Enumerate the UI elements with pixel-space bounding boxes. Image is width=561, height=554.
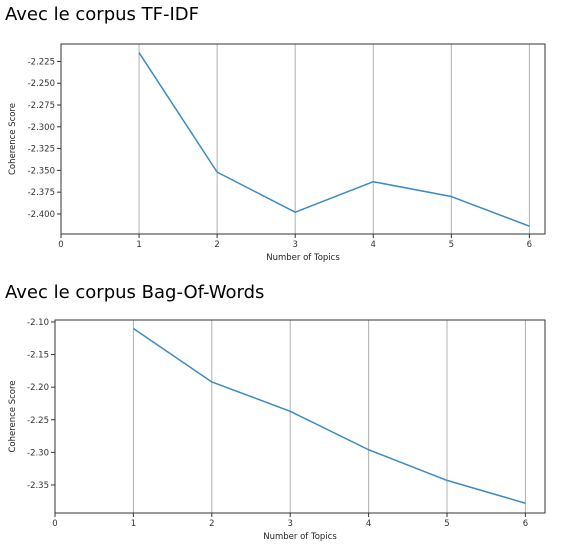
bow-ytick-label-4: -2.30	[27, 448, 49, 458]
tfidf-ytick-label-3: -2.300	[28, 123, 55, 133]
bow-xtick-label-0: 0	[52, 519, 57, 529]
bow-xtick-label-2: 2	[209, 519, 214, 529]
tfidf-ytick-label-4: -2.325	[28, 145, 55, 155]
tfidf-axes-frame	[60, 43, 546, 235]
bow-y-axis-label: Coherence Score	[8, 380, 18, 452]
bow-series-line-0	[132, 327, 526, 504]
tfidf-xtick-label-3: 3	[292, 240, 297, 250]
bow-ytick-label-3: -2.25	[27, 416, 49, 426]
tfidf-ytick-label-2: -2.275	[28, 101, 55, 111]
tfidf-y-axis-label: Coherence Score	[8, 103, 18, 175]
bow-axes-frame	[54, 319, 546, 514]
bow-coherence-chart: 0 1 2 3 4 5 6 -2.10 -2.15 -2.20 -2.25 -2.30 -2.35 Num…	[8, 318, 546, 542]
tfidf-ytick-label-5: -2.350	[28, 166, 55, 176]
bow-x-axis-label: Number of Topics	[263, 532, 337, 542]
tfidf-x-axis-label: Number of Topics	[266, 253, 340, 263]
tfidf-series-line-0	[138, 52, 530, 227]
bow-ytick-label-2: -2.20	[27, 383, 49, 393]
bow-xtick-label-1: 1	[131, 519, 136, 529]
heading-tfidf: Avec le corpus TF-IDF	[5, 4, 200, 25]
bow-ytick-label-5: -2.35	[27, 481, 49, 491]
bow-xtick-label-6: 6	[523, 519, 528, 529]
tfidf-coherence-chart: 0 1 2 3 4 5 6 -2.225 -2.250 -2.275 -2.300 -2.325 -2.…	[8, 43, 546, 263]
bow-ytick-label-1: -2.15	[27, 351, 49, 361]
tfidf-xtick-label-4: 4	[371, 240, 376, 250]
tfidf-ytick-label-6: -2.375	[28, 188, 55, 198]
bow-xtick-label-5: 5	[444, 519, 449, 529]
tfidf-xtick-label-6: 6	[527, 240, 532, 250]
bow-xtick-label-4: 4	[366, 519, 371, 529]
tfidf-xtick-label-5: 5	[449, 240, 454, 250]
bow-ytick-label-0: -2.10	[27, 318, 49, 328]
tfidf-xtick-label-1: 1	[136, 240, 141, 250]
tfidf-ytick-label-7: -2.400	[28, 210, 55, 220]
tfidf-xtick-label-2: 2	[214, 240, 219, 250]
heading-bag-of-words: Avec le corpus Bag-Of-Words	[5, 282, 265, 303]
tfidf-xtick-label-0: 0	[58, 240, 63, 250]
tfidf-ytick-label-0: -2.225	[28, 57, 55, 67]
tfidf-ytick-label-1: -2.250	[28, 79, 55, 89]
bow-xtick-label-3: 3	[287, 519, 292, 529]
